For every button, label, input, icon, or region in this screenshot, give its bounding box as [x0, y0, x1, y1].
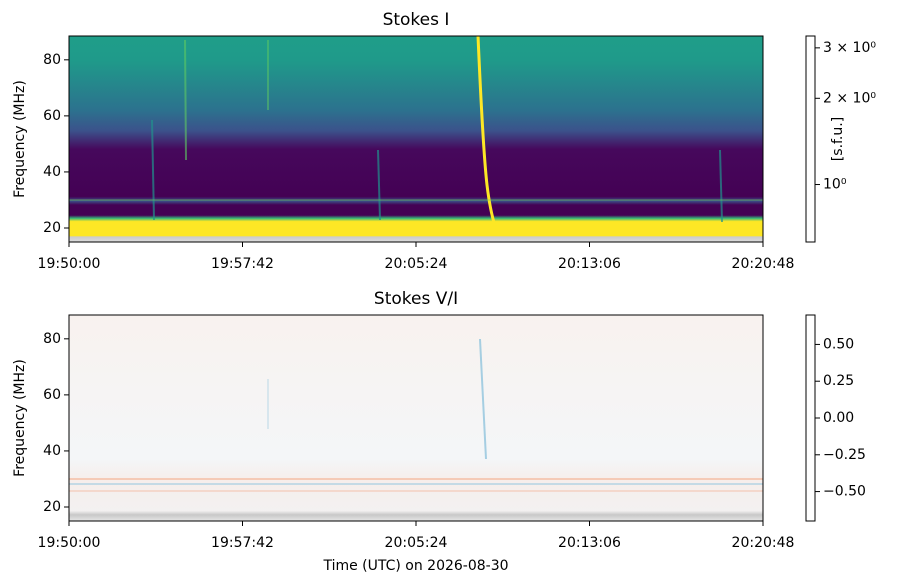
y-tick-label: 80 [43, 331, 61, 347]
spectrogram-features [69, 35, 763, 227]
x-tick-label: 19:57:42 [211, 256, 274, 272]
colorbar-tick-label: 0.25 [823, 373, 854, 389]
x-tick-label: 20:20:48 [732, 256, 795, 272]
colorbar-tick-label: −0.50 [823, 484, 866, 500]
x-tick-label: 20:05:24 [385, 535, 448, 551]
x-tick-label: 19:57:42 [211, 535, 274, 551]
y-tick-label: 60 [43, 387, 61, 403]
panel: Stokes V/I Frequency (MHz) 20 40 60 80 19:50:0… [12, 289, 866, 551]
colorbar-tick-label: 3 × 10⁰ [823, 40, 876, 56]
y-tick-label: 40 [43, 443, 61, 459]
y-tick-label: 60 [43, 108, 61, 124]
x-tick-label: 19:50:00 [38, 535, 101, 551]
spectrogram [69, 36, 763, 242]
colorbar [805, 314, 816, 522]
y-tick-label: 20 [43, 499, 61, 515]
chart-title: Stokes I [383, 10, 450, 30]
y-axis-label: Frequency (MHz) [12, 359, 28, 477]
colorbar-tick-label: 2 × 10⁰ [823, 90, 876, 106]
y-tick-label: 80 [43, 52, 61, 68]
y-tick-label: 20 [43, 220, 61, 236]
colorbar-tick-label: −0.25 [823, 447, 866, 463]
colorbar-label: [s.f.u.] [830, 117, 846, 161]
x-tick-label: 20:13:06 [558, 535, 621, 551]
x-tick-label: 20:20:48 [732, 535, 795, 551]
panel: Stokes I Frequency (MHz) 20 40 60 80 19:50:00 1… [12, 10, 876, 272]
colorbar-tick-label: 0.50 [823, 336, 854, 352]
x-tick-label: 19:50:00 [38, 256, 101, 272]
colorbar [805, 35, 816, 243]
x-tick-label: 20:05:24 [385, 256, 448, 272]
colorbar-tick-label: 0.00 [823, 410, 854, 426]
colorbar-tick-label: 10⁰ [823, 177, 847, 193]
spectrogram-features [69, 338, 763, 492]
x-axis-label: Time (UTC) on 2026-08-30 [322, 558, 508, 574]
chart-title: Stokes V/I [374, 289, 458, 309]
x-tick-label: 20:13:06 [558, 256, 621, 272]
y-tick-label: 40 [43, 164, 61, 180]
y-axis-label: Frequency (MHz) [12, 80, 28, 198]
spectrogram [69, 315, 763, 521]
